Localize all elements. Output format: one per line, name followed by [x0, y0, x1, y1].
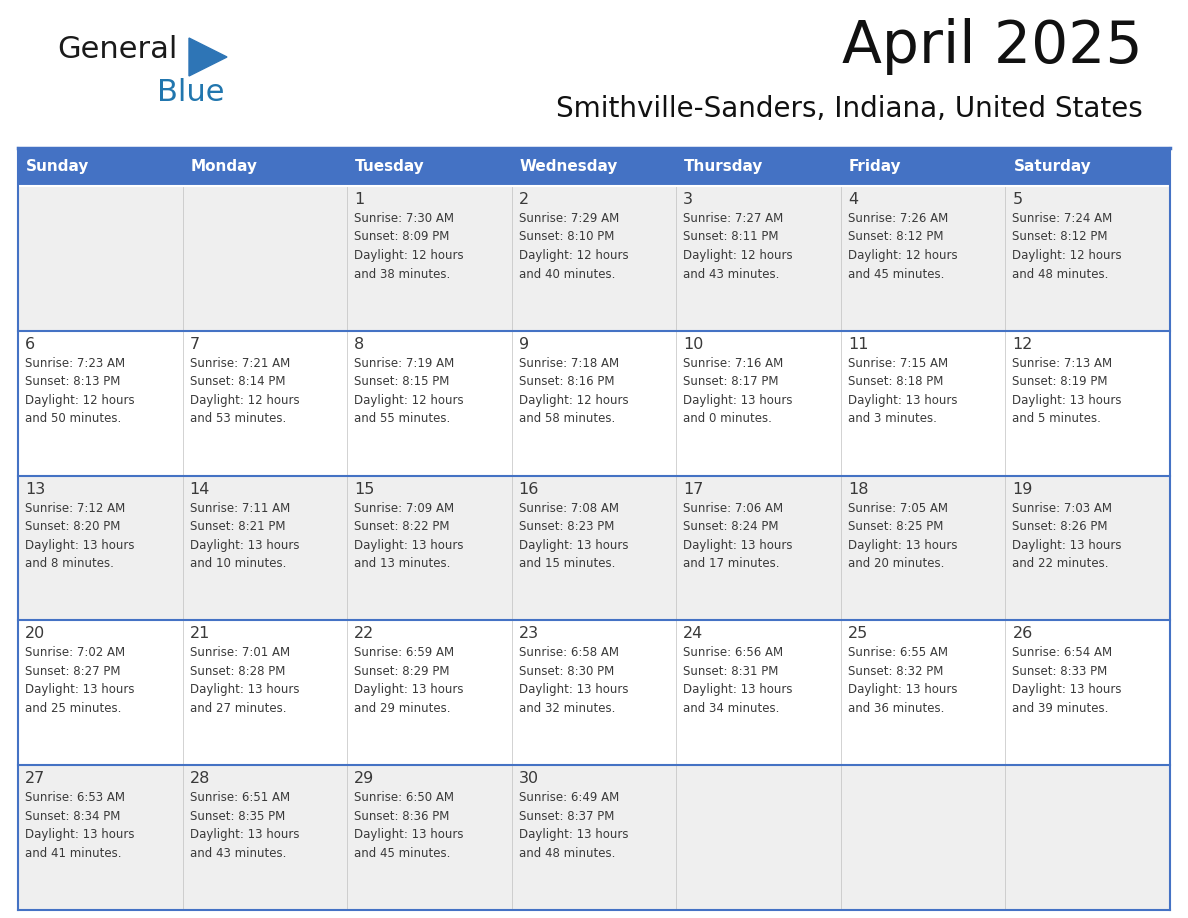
Text: Sunrise: 7:18 AM
Sunset: 8:16 PM
Daylight: 12 hours
and 58 minutes.: Sunrise: 7:18 AM Sunset: 8:16 PM Dayligh… — [519, 357, 628, 425]
Text: Sunrise: 7:13 AM
Sunset: 8:19 PM
Daylight: 13 hours
and 5 minutes.: Sunrise: 7:13 AM Sunset: 8:19 PM Dayligh… — [1012, 357, 1121, 425]
Text: Sunrise: 6:56 AM
Sunset: 8:31 PM
Daylight: 13 hours
and 34 minutes.: Sunrise: 6:56 AM Sunset: 8:31 PM Dayligh… — [683, 646, 792, 715]
Text: 30: 30 — [519, 771, 539, 786]
Text: Sunrise: 7:03 AM
Sunset: 8:26 PM
Daylight: 13 hours
and 22 minutes.: Sunrise: 7:03 AM Sunset: 8:26 PM Dayligh… — [1012, 501, 1121, 570]
Text: Tuesday: Tuesday — [355, 160, 425, 174]
Text: 23: 23 — [519, 626, 539, 642]
Text: 21: 21 — [190, 626, 210, 642]
Text: 24: 24 — [683, 626, 703, 642]
Text: 25: 25 — [848, 626, 868, 642]
Text: Sunrise: 6:50 AM
Sunset: 8:36 PM
Daylight: 13 hours
and 45 minutes.: Sunrise: 6:50 AM Sunset: 8:36 PM Dayligh… — [354, 791, 463, 859]
Bar — [347, 148, 512, 186]
Text: 13: 13 — [25, 482, 45, 497]
Text: Sunrise: 7:21 AM
Sunset: 8:14 PM
Daylight: 12 hours
and 53 minutes.: Sunrise: 7:21 AM Sunset: 8:14 PM Dayligh… — [190, 357, 299, 425]
Text: 17: 17 — [683, 482, 703, 497]
Text: 16: 16 — [519, 482, 539, 497]
Text: 12: 12 — [1012, 337, 1032, 352]
Text: Sunrise: 7:11 AM
Sunset: 8:21 PM
Daylight: 13 hours
and 10 minutes.: Sunrise: 7:11 AM Sunset: 8:21 PM Dayligh… — [190, 501, 299, 570]
Text: 6: 6 — [25, 337, 36, 352]
Bar — [18, 621, 1170, 766]
Text: Blue: Blue — [157, 78, 225, 107]
Bar — [1005, 148, 1170, 186]
Text: Saturday: Saturday — [1013, 160, 1092, 174]
Text: Sunrise: 6:53 AM
Sunset: 8:34 PM
Daylight: 13 hours
and 41 minutes.: Sunrise: 6:53 AM Sunset: 8:34 PM Dayligh… — [25, 791, 134, 859]
Bar — [18, 476, 1170, 621]
Bar — [676, 148, 841, 186]
Text: Sunrise: 7:12 AM
Sunset: 8:20 PM
Daylight: 13 hours
and 8 minutes.: Sunrise: 7:12 AM Sunset: 8:20 PM Dayligh… — [25, 501, 134, 570]
Text: Sunrise: 7:02 AM
Sunset: 8:27 PM
Daylight: 13 hours
and 25 minutes.: Sunrise: 7:02 AM Sunset: 8:27 PM Dayligh… — [25, 646, 134, 715]
Bar — [18, 766, 1170, 910]
Bar — [18, 186, 1170, 330]
Text: Friday: Friday — [849, 160, 902, 174]
Text: Sunrise: 6:49 AM
Sunset: 8:37 PM
Daylight: 13 hours
and 48 minutes.: Sunrise: 6:49 AM Sunset: 8:37 PM Dayligh… — [519, 791, 628, 859]
Text: Sunrise: 7:23 AM
Sunset: 8:13 PM
Daylight: 12 hours
and 50 minutes.: Sunrise: 7:23 AM Sunset: 8:13 PM Dayligh… — [25, 357, 134, 425]
Bar — [183, 148, 347, 186]
Text: Thursday: Thursday — [684, 160, 764, 174]
Text: Wednesday: Wednesday — [519, 160, 618, 174]
Text: Sunrise: 6:58 AM
Sunset: 8:30 PM
Daylight: 13 hours
and 32 minutes.: Sunrise: 6:58 AM Sunset: 8:30 PM Dayligh… — [519, 646, 628, 715]
Text: 4: 4 — [848, 192, 858, 207]
Text: 27: 27 — [25, 771, 45, 786]
Text: 3: 3 — [683, 192, 694, 207]
Text: Sunrise: 7:29 AM
Sunset: 8:10 PM
Daylight: 12 hours
and 40 minutes.: Sunrise: 7:29 AM Sunset: 8:10 PM Dayligh… — [519, 212, 628, 281]
Text: 8: 8 — [354, 337, 365, 352]
Text: Sunrise: 6:55 AM
Sunset: 8:32 PM
Daylight: 13 hours
and 36 minutes.: Sunrise: 6:55 AM Sunset: 8:32 PM Dayligh… — [848, 646, 958, 715]
Text: 29: 29 — [354, 771, 374, 786]
Text: Sunrise: 7:26 AM
Sunset: 8:12 PM
Daylight: 12 hours
and 45 minutes.: Sunrise: 7:26 AM Sunset: 8:12 PM Dayligh… — [848, 212, 958, 281]
Text: Sunrise: 7:08 AM
Sunset: 8:23 PM
Daylight: 13 hours
and 15 minutes.: Sunrise: 7:08 AM Sunset: 8:23 PM Dayligh… — [519, 501, 628, 570]
Text: 15: 15 — [354, 482, 374, 497]
Text: Sunrise: 6:51 AM
Sunset: 8:35 PM
Daylight: 13 hours
and 43 minutes.: Sunrise: 6:51 AM Sunset: 8:35 PM Dayligh… — [190, 791, 299, 859]
Text: Smithville-Sanders, Indiana, United States: Smithville-Sanders, Indiana, United Stat… — [556, 95, 1143, 123]
Text: 20: 20 — [25, 626, 45, 642]
Polygon shape — [189, 38, 227, 76]
Text: 26: 26 — [1012, 626, 1032, 642]
Bar — [18, 148, 183, 186]
Text: Sunrise: 6:54 AM
Sunset: 8:33 PM
Daylight: 13 hours
and 39 minutes.: Sunrise: 6:54 AM Sunset: 8:33 PM Dayligh… — [1012, 646, 1121, 715]
Text: 18: 18 — [848, 482, 868, 497]
Text: 19: 19 — [1012, 482, 1032, 497]
Text: 22: 22 — [354, 626, 374, 642]
Text: 7: 7 — [190, 337, 200, 352]
Text: 10: 10 — [683, 337, 703, 352]
Text: Sunrise: 7:15 AM
Sunset: 8:18 PM
Daylight: 13 hours
and 3 minutes.: Sunrise: 7:15 AM Sunset: 8:18 PM Dayligh… — [848, 357, 958, 425]
Text: Sunrise: 7:09 AM
Sunset: 8:22 PM
Daylight: 13 hours
and 13 minutes.: Sunrise: 7:09 AM Sunset: 8:22 PM Dayligh… — [354, 501, 463, 570]
Text: General: General — [57, 35, 177, 64]
Text: 2: 2 — [519, 192, 529, 207]
Text: 1: 1 — [354, 192, 365, 207]
Text: Sunrise: 7:24 AM
Sunset: 8:12 PM
Daylight: 12 hours
and 48 minutes.: Sunrise: 7:24 AM Sunset: 8:12 PM Dayligh… — [1012, 212, 1121, 281]
Text: 11: 11 — [848, 337, 868, 352]
Text: 9: 9 — [519, 337, 529, 352]
Bar — [18, 330, 1170, 476]
Bar — [841, 148, 1005, 186]
Text: April 2025: April 2025 — [842, 18, 1143, 75]
Text: Sunrise: 7:16 AM
Sunset: 8:17 PM
Daylight: 13 hours
and 0 minutes.: Sunrise: 7:16 AM Sunset: 8:17 PM Dayligh… — [683, 357, 792, 425]
Text: Sunrise: 7:06 AM
Sunset: 8:24 PM
Daylight: 13 hours
and 17 minutes.: Sunrise: 7:06 AM Sunset: 8:24 PM Dayligh… — [683, 501, 792, 570]
Text: 5: 5 — [1012, 192, 1023, 207]
Bar — [512, 148, 676, 186]
Text: Sunrise: 7:19 AM
Sunset: 8:15 PM
Daylight: 12 hours
and 55 minutes.: Sunrise: 7:19 AM Sunset: 8:15 PM Dayligh… — [354, 357, 463, 425]
Text: 14: 14 — [190, 482, 210, 497]
Text: 28: 28 — [190, 771, 210, 786]
Text: Sunrise: 6:59 AM
Sunset: 8:29 PM
Daylight: 13 hours
and 29 minutes.: Sunrise: 6:59 AM Sunset: 8:29 PM Dayligh… — [354, 646, 463, 715]
Text: Sunrise: 7:05 AM
Sunset: 8:25 PM
Daylight: 13 hours
and 20 minutes.: Sunrise: 7:05 AM Sunset: 8:25 PM Dayligh… — [848, 501, 958, 570]
Text: Sunday: Sunday — [26, 160, 89, 174]
Text: Sunrise: 7:27 AM
Sunset: 8:11 PM
Daylight: 12 hours
and 43 minutes.: Sunrise: 7:27 AM Sunset: 8:11 PM Dayligh… — [683, 212, 792, 281]
Text: Sunrise: 7:30 AM
Sunset: 8:09 PM
Daylight: 12 hours
and 38 minutes.: Sunrise: 7:30 AM Sunset: 8:09 PM Dayligh… — [354, 212, 463, 281]
Text: Monday: Monday — [190, 160, 258, 174]
Text: Sunrise: 7:01 AM
Sunset: 8:28 PM
Daylight: 13 hours
and 27 minutes.: Sunrise: 7:01 AM Sunset: 8:28 PM Dayligh… — [190, 646, 299, 715]
